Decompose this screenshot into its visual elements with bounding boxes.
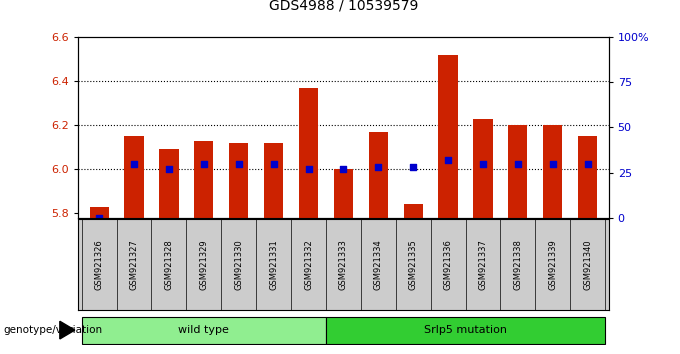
Point — [582, 161, 593, 166]
Text: GSM921334: GSM921334 — [374, 239, 383, 290]
Bar — [543, 125, 562, 218]
Bar — [439, 55, 458, 218]
Bar — [404, 205, 423, 218]
Bar — [194, 141, 214, 218]
Point — [303, 166, 314, 172]
Point — [408, 164, 419, 170]
Text: GSM921333: GSM921333 — [339, 239, 348, 290]
Text: genotype/variation: genotype/variation — [3, 325, 103, 335]
Text: GSM921337: GSM921337 — [479, 239, 488, 290]
Bar — [369, 132, 388, 218]
Text: GSM921331: GSM921331 — [269, 239, 278, 290]
Bar — [299, 88, 318, 218]
Bar — [264, 143, 283, 218]
Point — [373, 164, 384, 170]
Point — [443, 157, 454, 163]
Text: GSM921335: GSM921335 — [409, 239, 418, 290]
Point — [477, 161, 488, 166]
Text: GSM921328: GSM921328 — [165, 239, 173, 290]
Bar — [578, 136, 597, 218]
Text: wild type: wild type — [178, 325, 229, 335]
Bar — [159, 149, 179, 218]
Point — [163, 166, 174, 172]
Point — [338, 166, 349, 172]
Text: GSM921332: GSM921332 — [304, 239, 313, 290]
Text: Srlp5 mutation: Srlp5 mutation — [424, 325, 507, 335]
Point — [129, 161, 139, 166]
Text: GDS4988 / 10539579: GDS4988 / 10539579 — [269, 0, 418, 12]
Point — [513, 161, 524, 166]
Text: GSM921338: GSM921338 — [513, 239, 522, 290]
FancyBboxPatch shape — [82, 316, 326, 344]
Bar — [473, 119, 492, 218]
Bar — [90, 207, 109, 218]
Bar — [508, 125, 528, 218]
Text: GSM921327: GSM921327 — [129, 239, 139, 290]
Point — [199, 161, 209, 166]
FancyBboxPatch shape — [326, 316, 605, 344]
Text: GSM921339: GSM921339 — [548, 239, 558, 290]
Bar — [124, 136, 143, 218]
Text: GSM921326: GSM921326 — [95, 239, 103, 290]
Bar — [334, 169, 353, 218]
Point — [547, 161, 558, 166]
Text: GSM921329: GSM921329 — [199, 239, 208, 290]
Text: GSM921336: GSM921336 — [443, 239, 453, 290]
Text: GSM921330: GSM921330 — [234, 239, 243, 290]
Point — [94, 215, 105, 221]
Point — [268, 161, 279, 166]
Text: GSM921340: GSM921340 — [583, 239, 592, 290]
Bar — [229, 143, 248, 218]
Point — [233, 161, 244, 166]
